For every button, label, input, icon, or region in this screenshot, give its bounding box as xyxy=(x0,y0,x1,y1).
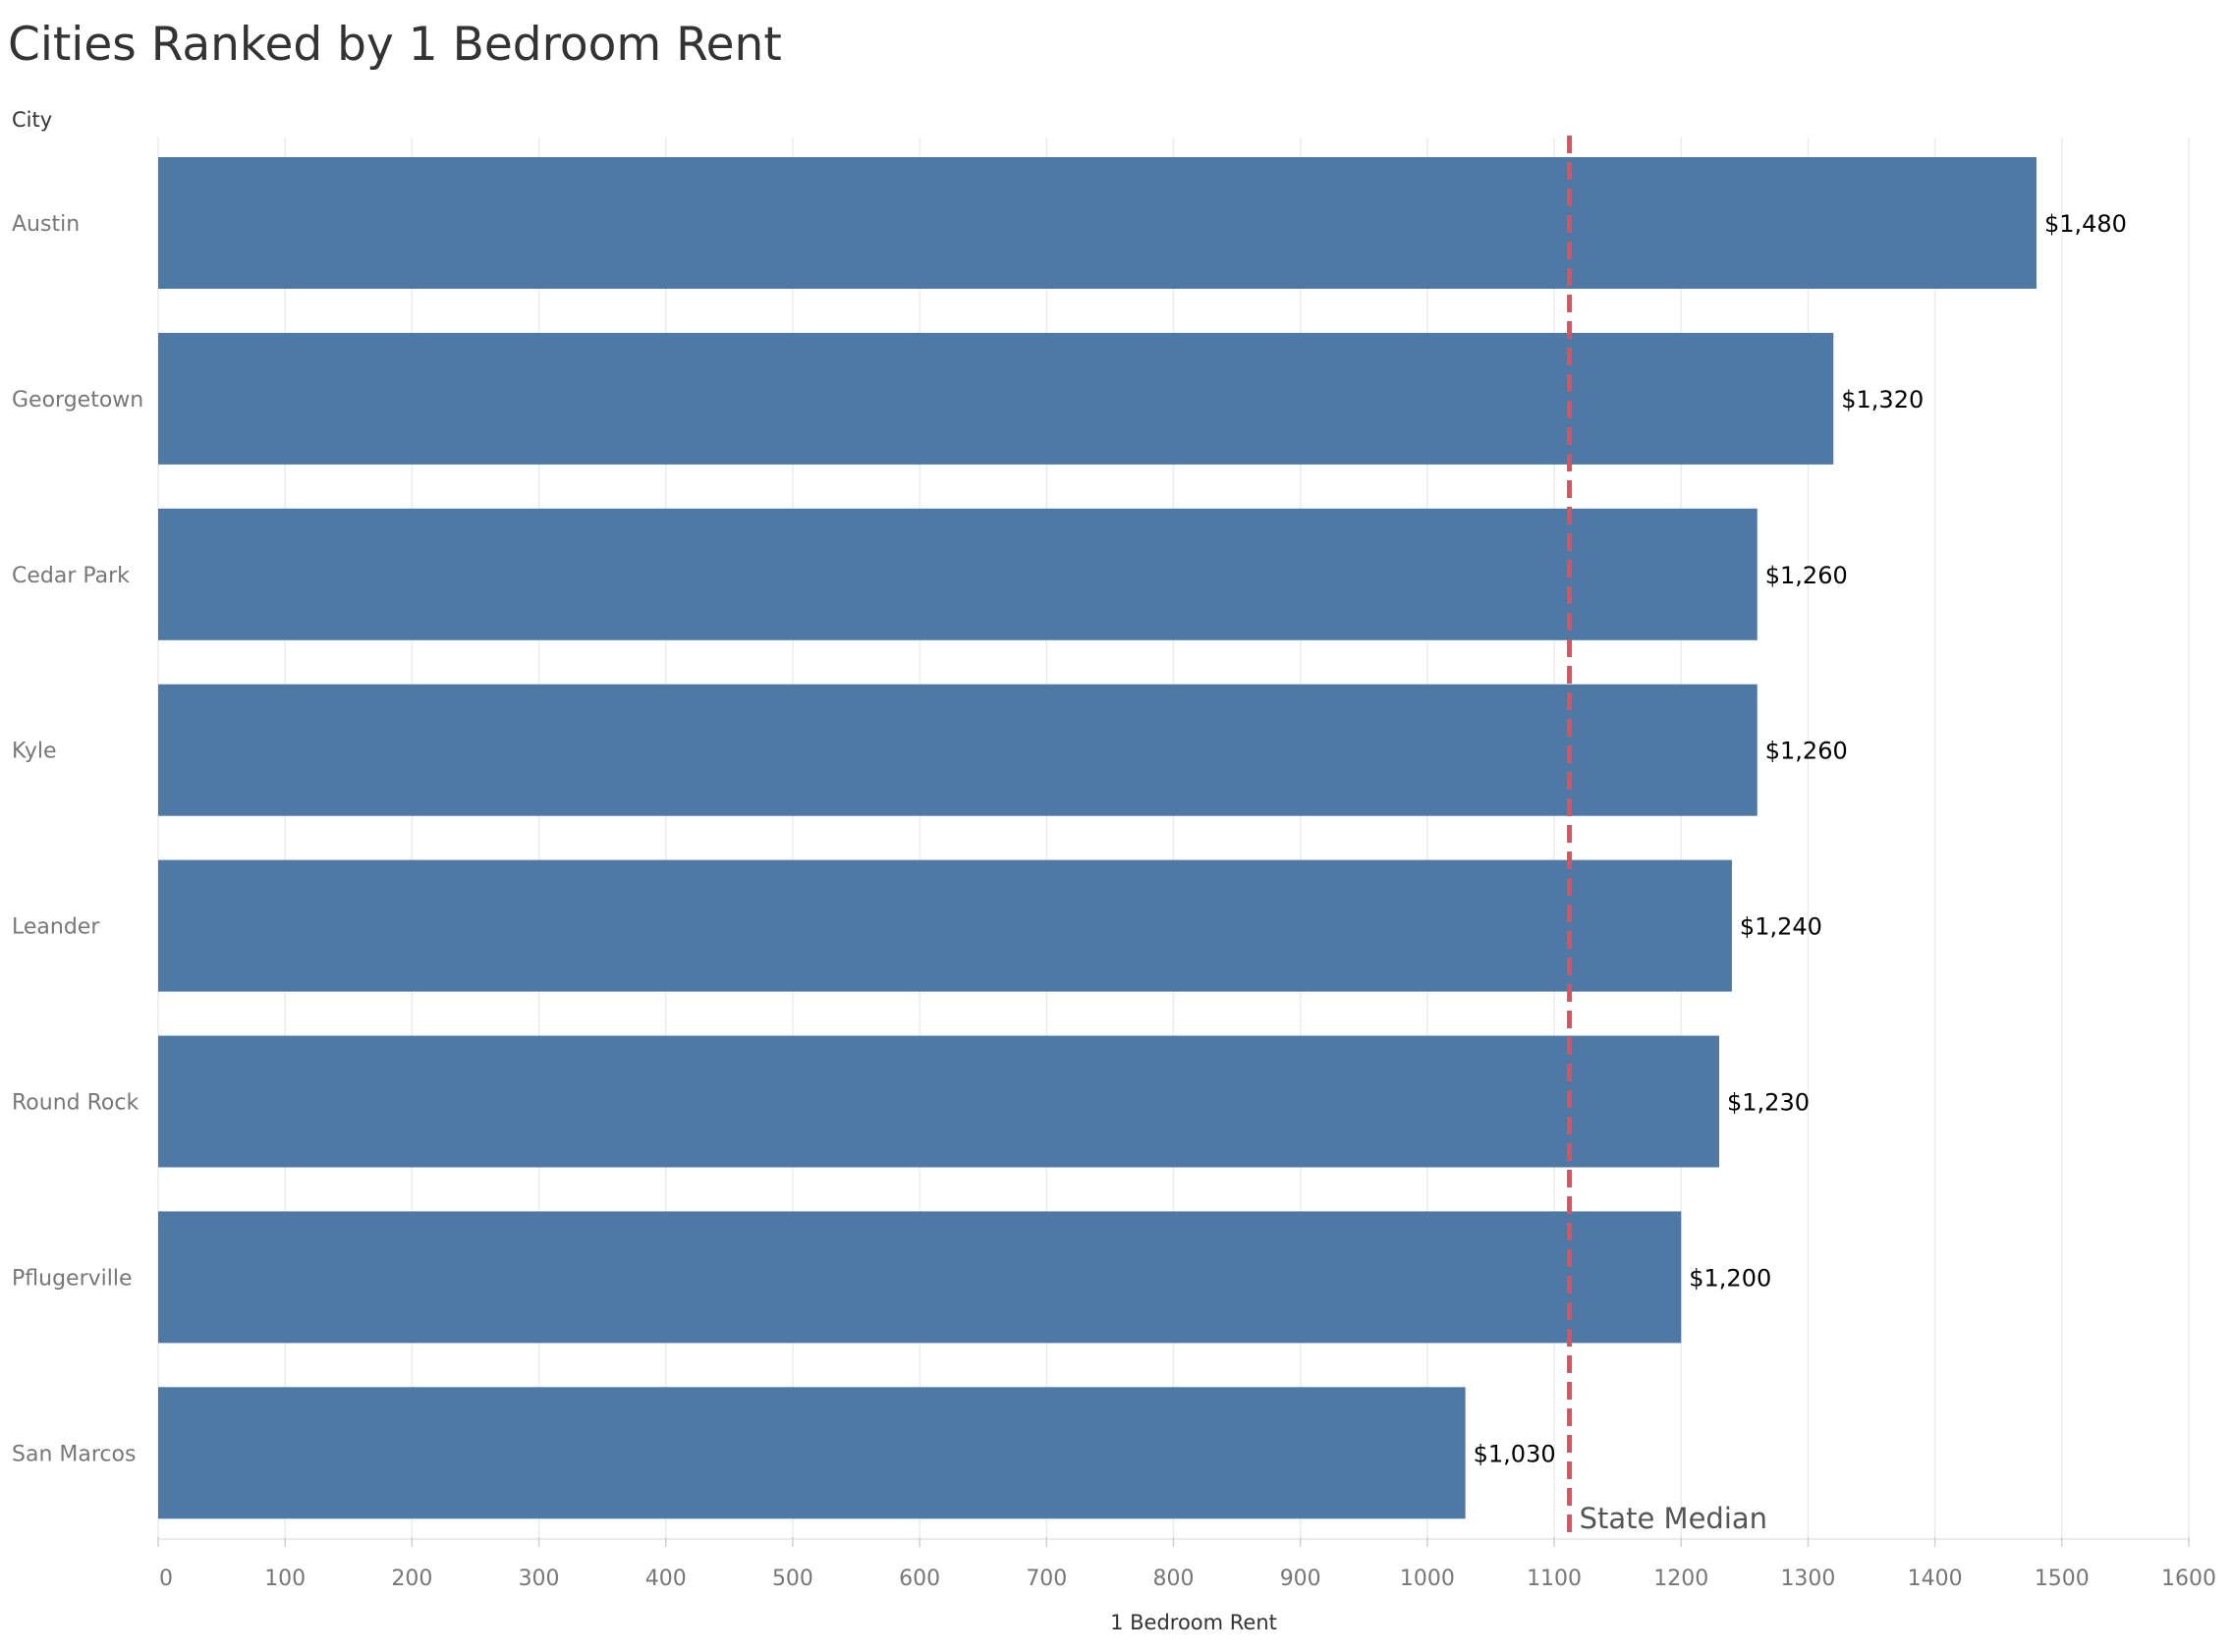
tick-label: 700 xyxy=(1026,1567,1067,1591)
bar xyxy=(158,684,1758,816)
tick-label: 400 xyxy=(645,1567,687,1591)
reference-line-label: State Median xyxy=(1580,1502,1767,1535)
tick-label: 200 xyxy=(391,1567,432,1591)
bar xyxy=(158,1211,1682,1344)
bar xyxy=(158,1387,1466,1519)
value-label: $1,230 xyxy=(1727,1089,1810,1117)
bar xyxy=(158,508,1758,640)
tick-label: 800 xyxy=(1153,1567,1195,1591)
category-label: Georgetown xyxy=(12,388,143,413)
tick-label: 1400 xyxy=(1908,1567,1963,1591)
bar xyxy=(158,1035,1720,1168)
tick-label: 500 xyxy=(772,1567,813,1591)
bar xyxy=(158,859,1732,992)
category-label: Austin xyxy=(12,212,80,237)
tick-label: 1100 xyxy=(1527,1567,1582,1591)
tick-label: 900 xyxy=(1280,1567,1321,1591)
x-axis-ticks: 0 100 200 300 400 500 600 700 800 900 1000 1100 1200… xyxy=(157,1537,2216,1591)
value-label: $1,200 xyxy=(1689,1264,1771,1292)
value-label: $1,240 xyxy=(1740,913,1822,941)
y-axis-title: City xyxy=(12,108,52,132)
value-label: $1,480 xyxy=(2044,210,2127,238)
value-label: $1,030 xyxy=(1474,1440,1556,1467)
tick-label: 1000 xyxy=(1400,1567,1455,1591)
category-label: Pflugerville xyxy=(12,1266,133,1291)
value-label: $1,320 xyxy=(1841,386,1924,413)
tick-label: 1200 xyxy=(1653,1567,1708,1591)
tick-label: 1600 xyxy=(2161,1567,2216,1591)
reference-line-group: State Median xyxy=(1567,136,1767,1537)
tick-label: 300 xyxy=(519,1567,560,1591)
category-label: San Marcos xyxy=(12,1442,136,1466)
x-axis-title: 1 Bedroom Rent xyxy=(1110,1611,1277,1634)
bars xyxy=(158,157,2037,1519)
bar xyxy=(158,157,2037,289)
tick-label: 600 xyxy=(899,1567,940,1591)
value-labels: $1,480 $1,320 $1,260 $1,260 $1,240 $1,230 $1,2… xyxy=(1474,210,2127,1467)
tick-label: 100 xyxy=(264,1567,306,1591)
category-label: Cedar Park xyxy=(12,564,130,588)
tick-label: 0 xyxy=(159,1567,173,1591)
category-label: Kyle xyxy=(12,740,57,764)
chart-title: Cities Ranked by 1 Bedroom Rent xyxy=(8,18,782,72)
category-label: Leander xyxy=(12,915,100,940)
tick-label: 1300 xyxy=(1780,1567,1835,1591)
category-labels: Austin Georgetown Cedar Park Kyle Leander Rou… xyxy=(12,212,143,1466)
value-label: $1,260 xyxy=(1765,562,1848,589)
category-label: Round Rock xyxy=(12,1091,139,1116)
bar xyxy=(158,332,1834,465)
value-label: $1,260 xyxy=(1765,738,1848,765)
tick-label: 1500 xyxy=(2035,1567,2090,1591)
